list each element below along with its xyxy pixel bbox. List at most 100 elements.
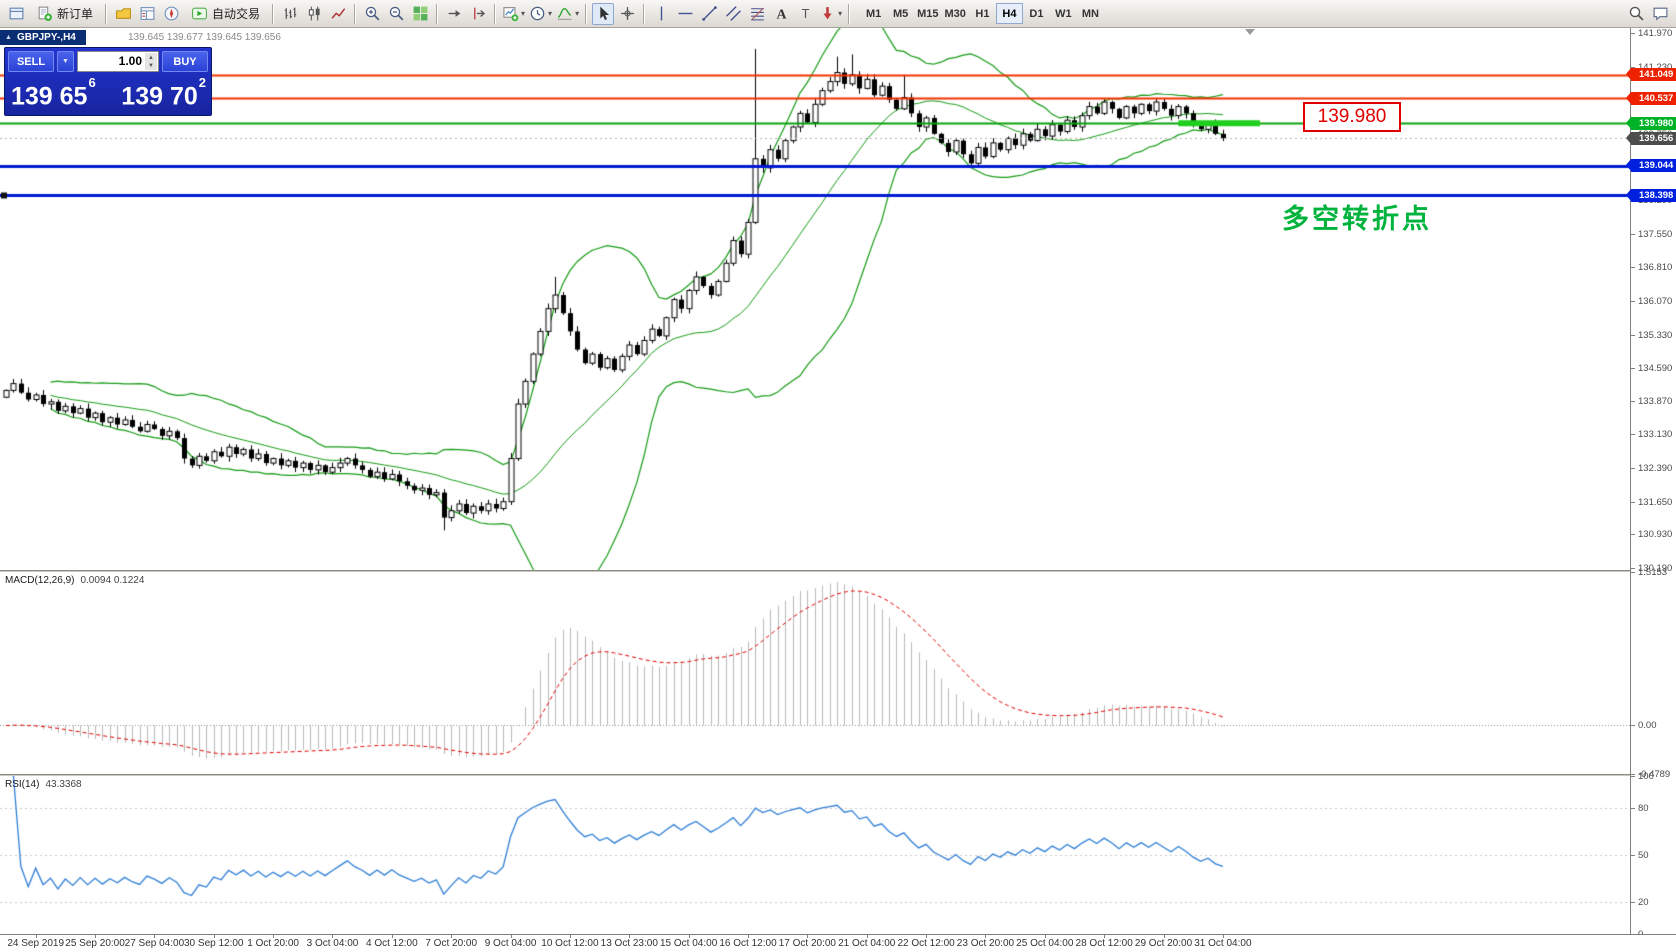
time-label: 15 Oct 04:00	[659, 938, 718, 949]
timeframe-H4[interactable]: H4	[995, 3, 1023, 24]
auto-scroll-icon[interactable]	[443, 3, 465, 25]
volume-stepper[interactable]: ▲ ▼	[145, 53, 157, 70]
price-tick-label: 136.810	[1631, 262, 1676, 273]
period-icon[interactable]: ▾	[528, 3, 553, 25]
time-tick	[35, 935, 37, 938]
profiles-icon[interactable]	[112, 3, 134, 25]
candlestick-chart-icon[interactable]	[303, 3, 325, 25]
indicators-icon[interactable]: ▾	[555, 3, 580, 25]
toolbar-separator	[436, 3, 439, 24]
volume-down-icon[interactable]: ▼	[148, 62, 154, 69]
turning-point-text[interactable]: 多空转折点	[1282, 204, 1432, 234]
market-watch-icon[interactable]	[136, 3, 158, 25]
search-icon[interactable]	[1625, 3, 1647, 25]
rsi-scale-label: 100	[1631, 771, 1676, 782]
timeframe-W1[interactable]: W1	[1050, 3, 1077, 24]
price-tick-label: 130.190	[1631, 563, 1676, 574]
time-label: 23 Oct 20:00	[956, 938, 1015, 949]
rsi-indicator-canvas[interactable]	[0, 776, 1630, 934]
price-scale[interactable]: 141.970141.230140.490139.750139.010138.2…	[1626, 28, 1676, 940]
channel-icon[interactable]	[722, 3, 744, 25]
time-label: 1 Oct 20:00	[247, 938, 299, 949]
bar-chart-icon[interactable]	[279, 3, 301, 25]
time-label: 30 Sep 12:00	[184, 938, 244, 949]
new-chart-icon[interactable]: ▾	[501, 3, 526, 25]
timeframe-H1[interactable]: H1	[969, 3, 996, 24]
time-tick	[1222, 935, 1224, 938]
cursor-icon[interactable]	[592, 2, 615, 25]
dropdown-arrow-icon[interactable]: ▾	[575, 9, 580, 18]
chat-icon[interactable]	[1649, 3, 1671, 25]
time-tick	[1044, 935, 1046, 938]
toolbar-separator	[105, 3, 108, 24]
price-tick-label: 137.550	[1631, 229, 1676, 240]
chart-ohlc-values: 139.645 139.677 139.645 139.656	[128, 32, 281, 43]
volume-input[interactable]: 1.00 ▲ ▼	[77, 51, 159, 72]
chart-shift-marker-icon[interactable]	[1245, 29, 1255, 35]
hline-icon[interactable]	[674, 3, 696, 25]
rsi-scale-label: 80	[1631, 803, 1676, 814]
timeframe-MN[interactable]: MN	[1077, 3, 1104, 24]
timeframe-D1[interactable]: D1	[1023, 3, 1050, 24]
time-tick	[510, 935, 512, 938]
volume-up-icon[interactable]: ▲	[148, 54, 154, 61]
price-tick-label: 133.130	[1631, 429, 1676, 440]
sell-price-display[interactable]: 139 656	[11, 75, 96, 111]
navigator-icon[interactable]	[160, 3, 182, 25]
time-tick	[451, 935, 453, 938]
toolbar-separator	[643, 3, 646, 24]
toolbar-separator	[494, 3, 497, 24]
time-label: 28 Oct 12:00	[1075, 938, 1133, 949]
timeframe-M30[interactable]: M30	[942, 3, 969, 24]
buy-price-display[interactable]: 139 702	[121, 75, 206, 111]
collapse-arrow-icon[interactable]: ▲	[5, 34, 12, 41]
chart-title-tab[interactable]: ▲ GBPJPY-,H4	[0, 30, 86, 45]
sell-button[interactable]: SELL	[8, 51, 54, 72]
time-label: 27 Sep 04:00	[124, 938, 185, 949]
price-tick-label: 141.970	[1631, 28, 1676, 39]
crosshair-icon[interactable]	[616, 3, 638, 25]
price-tick-label: 133.870	[1631, 396, 1676, 407]
dropdown-arrow-icon[interactable]: ▾	[838, 9, 843, 18]
buy-button[interactable]: BUY	[162, 51, 208, 72]
toolbar: 新订单 自动交易 ▾ ▾ ▾ A T ▾ M1 M5 M15 M30 H1 H4 D1 W1 MN	[0, 0, 1676, 28]
timeframe-M5[interactable]: M5	[887, 3, 914, 24]
time-label: 21 Oct 04:00	[838, 938, 896, 949]
timeframe-M1[interactable]: M1	[860, 3, 887, 24]
macd-indicator-canvas[interactable]	[0, 572, 1630, 774]
rsi-scale-label: 50	[1631, 850, 1676, 861]
vline-icon[interactable]	[650, 3, 672, 25]
autotrading-button[interactable]: 自动交易	[184, 3, 267, 25]
zoom-out-icon[interactable]	[385, 3, 407, 25]
toolbar-separator	[272, 3, 275, 24]
label-icon[interactable]: T	[794, 3, 816, 25]
time-tick	[1163, 935, 1165, 938]
window-icon[interactable]	[5, 3, 27, 25]
dropdown-arrow-icon[interactable]: ▾	[548, 9, 553, 18]
volume-decrease-button[interactable]: ▼	[57, 51, 74, 72]
dropdown-arrow-icon[interactable]: ▾	[521, 9, 526, 18]
timeframe-M15[interactable]: M15	[914, 3, 941, 24]
toolbar-main-group: 新订单 自动交易 ▾ ▾ ▾ A T ▾	[4, 2, 854, 25]
pane-separator[interactable]	[0, 570, 1630, 572]
new-order-button[interactable]: 新订单	[29, 3, 100, 25]
tile-windows-icon[interactable]	[409, 3, 431, 25]
price-annotation-box[interactable]: 139.980	[1303, 102, 1401, 132]
one-click-trading-panel: SELL ▼ 1.00 ▲ ▼ BUY 139 656 139 702	[4, 47, 212, 117]
symbol-title: GBPJPY-,H4	[16, 32, 76, 43]
arrows-icon[interactable]: ▾	[818, 3, 843, 25]
price-tick-label: 131.650	[1631, 497, 1676, 508]
pane-separator[interactable]	[0, 774, 1630, 776]
rsi-scale-label: 20	[1631, 897, 1676, 908]
tag-arrow-icon	[1626, 159, 1631, 172]
line-chart-icon[interactable]	[327, 3, 349, 25]
time-tick	[154, 935, 156, 938]
trendline-icon[interactable]	[698, 3, 720, 25]
text-icon[interactable]: A	[770, 3, 792, 25]
fibonacci-icon[interactable]	[746, 3, 768, 25]
time-axis[interactable]: 24 Sep 2019 25 Sep 20:00 27 Sep 04:00 30 Se…	[0, 934, 1676, 952]
chart-shift-icon[interactable]	[467, 3, 489, 25]
zoom-in-icon[interactable]	[361, 3, 383, 25]
macd-label: MACD(12,26,9) 0.0094 0.1224	[5, 575, 145, 586]
